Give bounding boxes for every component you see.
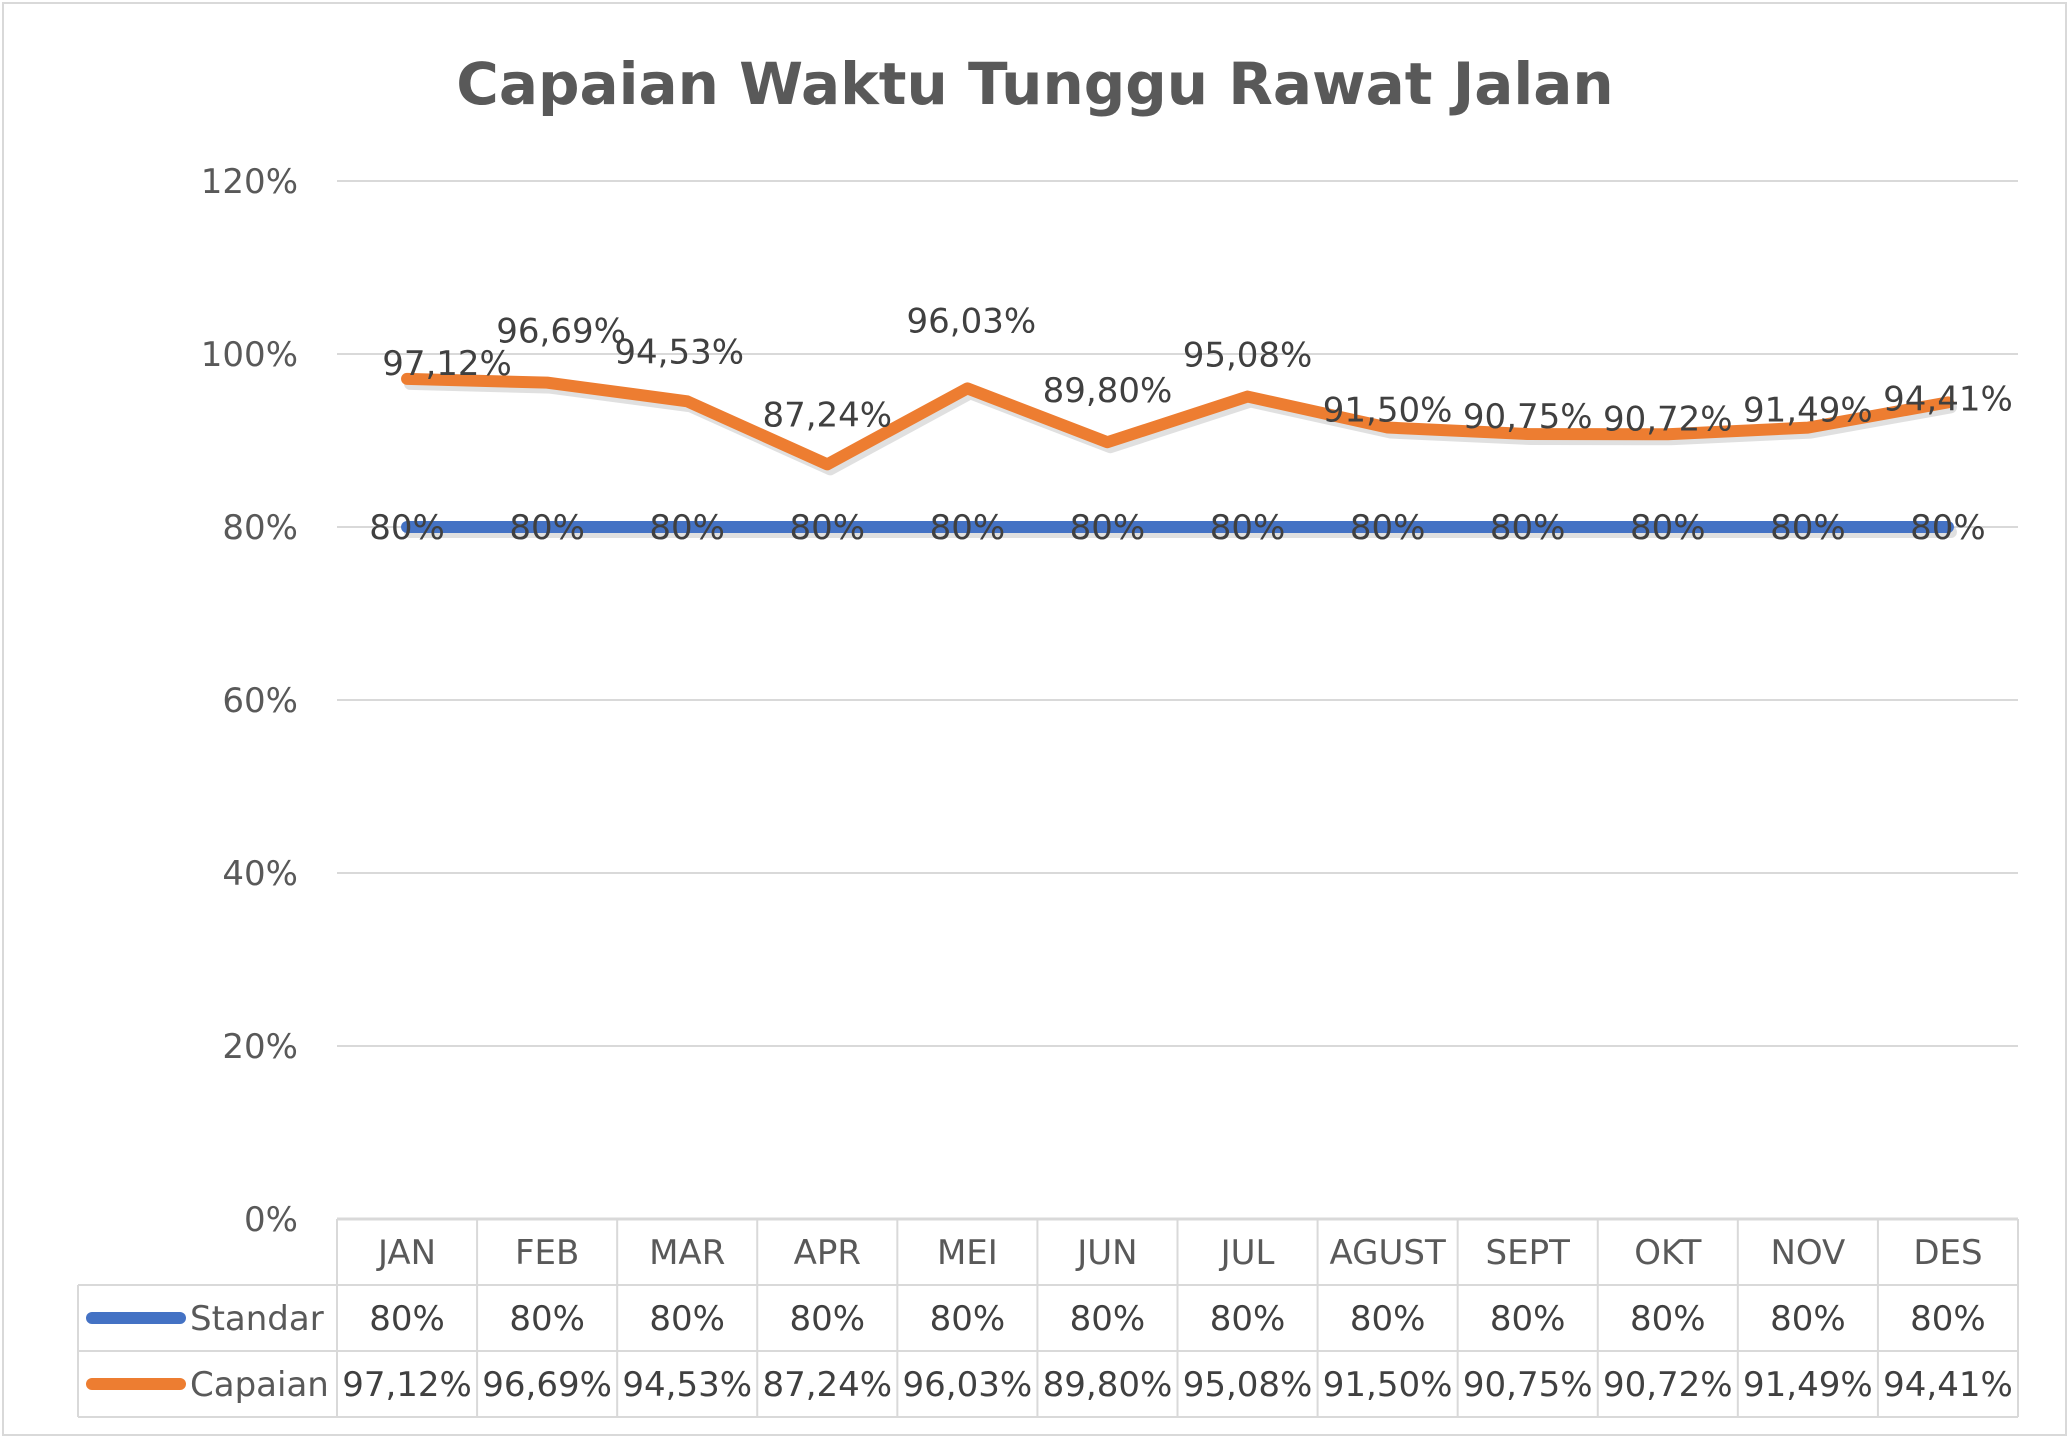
data-label: 80% — [1770, 508, 1846, 548]
data-label: 80% — [509, 508, 585, 548]
legend-label: Capaian — [190, 1365, 329, 1405]
data-label: 80% — [1910, 508, 1986, 548]
chart-title: Capaian Waktu Tunggu Rawat Jalan — [456, 50, 1613, 118]
data-label: 87,24% — [762, 395, 892, 435]
y-tick-label: 40% — [222, 854, 298, 894]
category-label: FEB — [515, 1233, 579, 1273]
data-label: 95,08% — [1183, 336, 1313, 376]
data-table: JAN FEB MAR APR MEI JUN JUL AGUST SEPT OKT NOV DES S… — [77, 1217, 2019, 1418]
table-cell: 80% — [509, 1299, 585, 1339]
data-label: 90,75% — [1463, 397, 1593, 437]
y-tick-label: 80% — [222, 508, 298, 548]
table-cell: 80% — [1490, 1299, 1566, 1339]
category-label: MAR — [649, 1233, 725, 1273]
y-tick-label: 0% — [244, 1200, 298, 1240]
series-line — [401, 372, 1954, 471]
table-cell: 96,03% — [903, 1365, 1033, 1405]
data-label: 91,50% — [1323, 391, 1453, 431]
y-tick-label: 60% — [222, 681, 298, 721]
y-tick-label: 100% — [201, 335, 298, 375]
data-label: 94,41% — [1883, 379, 2013, 419]
data-label: 94,53% — [614, 332, 744, 372]
table-cell: 80% — [930, 1299, 1006, 1339]
category-label: OKT — [1634, 1233, 1701, 1273]
category-label: MEI — [937, 1233, 998, 1273]
y-axis-ticks: 0% 20% 40% 60% 80% 100% 120% — [201, 162, 298, 1240]
table-cell: 90,72% — [1603, 1365, 1733, 1405]
table-cell: 91,49% — [1743, 1365, 1873, 1405]
data-label: 80% — [369, 508, 445, 548]
series-lines — [401, 372, 1957, 538]
data-label: 96,69% — [496, 312, 626, 352]
table-cell: 90,75% — [1463, 1365, 1593, 1405]
table-cell: 97,12% — [342, 1365, 472, 1405]
category-label: JUN — [1075, 1233, 1137, 1273]
y-tick-label: 120% — [201, 162, 298, 202]
table-cell: 80% — [1070, 1299, 1146, 1339]
table-cell: 80% — [369, 1299, 445, 1339]
table-cell: 80% — [1350, 1299, 1426, 1339]
data-label: 80% — [1490, 508, 1566, 548]
data-label: 97,12% — [382, 344, 512, 384]
y-tick-label: 20% — [222, 1027, 298, 1067]
data-label: 90,72% — [1603, 399, 1733, 439]
data-label: 80% — [1630, 508, 1706, 548]
category-label: APR — [794, 1233, 861, 1273]
table-cell: 96,69% — [482, 1365, 612, 1405]
category-label: AGUST — [1330, 1233, 1446, 1273]
table-cell: 80% — [790, 1299, 866, 1339]
table-cell: 80% — [1630, 1299, 1706, 1339]
data-label: 80% — [930, 508, 1006, 548]
category-label: SEPT — [1486, 1233, 1571, 1273]
table-cell: 95,08% — [1183, 1365, 1313, 1405]
data-label: 80% — [649, 508, 725, 548]
category-label: DES — [1913, 1233, 1982, 1273]
table-cell: 89,80% — [1043, 1365, 1173, 1405]
data-labels: 80% 80% 80% 80% 80% 80% 80% 80% 80% 80% 80% 80% 97,1… — [369, 301, 2013, 548]
table-cell: 87,24% — [762, 1365, 892, 1405]
table-cell: 94,41% — [1883, 1365, 2013, 1405]
category-label: JAN — [376, 1233, 436, 1273]
category-label: JUL — [1219, 1233, 1275, 1273]
table-cell: 94,53% — [622, 1365, 752, 1405]
data-label: 80% — [790, 508, 866, 548]
data-label: 89,80% — [1043, 371, 1173, 411]
category-label: NOV — [1770, 1233, 1845, 1273]
table-cell: 80% — [1910, 1299, 1986, 1339]
data-label: 80% — [1210, 508, 1286, 548]
data-label: 80% — [1350, 508, 1426, 548]
table-cell: 80% — [649, 1299, 725, 1339]
data-label: 80% — [1070, 508, 1146, 548]
legend-label: Standar — [190, 1299, 324, 1339]
table-cell: 80% — [1210, 1299, 1286, 1339]
table-cell: 80% — [1770, 1299, 1846, 1339]
data-label: 91,49% — [1743, 391, 1873, 431]
data-label: 96,03% — [907, 301, 1037, 341]
table-cell: 91,50% — [1323, 1365, 1453, 1405]
